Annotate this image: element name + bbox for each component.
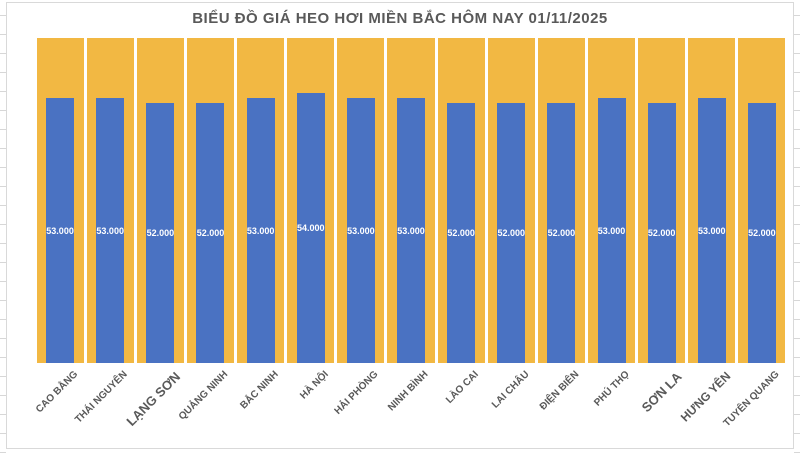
category-label: SƠN LA [638, 369, 685, 416]
bar: 52.000 [146, 103, 175, 363]
bar-value-label: 53.000 [246, 225, 275, 236]
category-label: QUẢNG NINH [176, 369, 231, 423]
bar-value-label: 53.000 [347, 225, 375, 236]
chart-title: BIỂU ĐỒ GIÁ HEO HƠI MIỀN BẮC HÔM NAY 01/… [192, 10, 608, 27]
bar: 52.000 [196, 103, 225, 363]
bar: 53.000 [46, 98, 75, 363]
bar: 53.000 [396, 98, 425, 363]
worksheet-gridlines-right [794, 0, 800, 456]
column-background: 52.000 [186, 38, 235, 363]
bar-value-label: 52.000 [447, 228, 475, 238]
bar: 52.000 [447, 103, 476, 363]
category-label: HẢI PHÒNG [332, 369, 381, 417]
category-label: NINH BÌNH [386, 369, 431, 414]
column-background: 52.000 [136, 38, 184, 363]
column-background: 53.000 [36, 38, 84, 363]
column-background: 52.000 [537, 38, 585, 363]
bar-value-label: 54.000 [296, 223, 325, 233]
category-label: LÀO CAI [444, 369, 481, 406]
bar-value-label: 53.000 [46, 225, 74, 236]
category-label: CAO BẰNG [33, 369, 80, 416]
bar-value-label: 52.000 [146, 228, 175, 238]
column-background: 52.000 [638, 38, 686, 363]
bar-value-label: 52.000 [196, 228, 225, 238]
bar-value-label: 53.000 [96, 225, 124, 236]
bar: 52.000 [647, 103, 676, 363]
worksheet-gridlines-left [0, 0, 6, 456]
bar-value-label: 52.000 [647, 228, 676, 238]
bar-value-label: 52.000 [497, 228, 526, 238]
column-background: 53.000 [387, 38, 435, 363]
column-background: 52.000 [437, 38, 485, 363]
bar-value-label: 52.000 [547, 228, 576, 238]
bar: 52.000 [747, 103, 776, 363]
column-background: 53.000 [587, 38, 636, 363]
column-background: 53.000 [688, 38, 736, 363]
bar: 53.000 [697, 98, 726, 363]
chart-area[interactable]: BIỂU ĐỒ GIÁ HEO HƠI MIỀN BẮC HÔM NAY 01/… [6, 2, 794, 449]
column-background: 53.000 [86, 38, 134, 363]
column-background: 52.000 [738, 38, 786, 363]
category-label: LAI CHÂU [489, 369, 532, 411]
category-axis-labels: CAO BẰNG THÁI NGUYÊN LẠNG SƠN QUẢNG NINH BẮC… [33, 369, 787, 450]
column-background: 53.000 [237, 38, 285, 363]
category-label: BẮC NINH [238, 369, 281, 412]
category-label: ĐIỆN BIÊN [537, 369, 582, 413]
bar: 53.000 [346, 98, 375, 363]
bar-value-label: 53.000 [698, 225, 726, 236]
bar: 53.000 [96, 98, 125, 363]
column-background: 53.000 [337, 38, 385, 363]
column-background: 54.000 [287, 38, 335, 363]
category-label: LẠNG SƠN [123, 369, 183, 429]
plot-area: 53.000 53.000 52.000 52.000 53.000 54.000 53.0… [35, 38, 787, 363]
bar-value-label: 52.000 [748, 228, 776, 238]
category-label: PHÚ THỌ [591, 369, 632, 409]
bar: 53.000 [246, 98, 275, 363]
bar: 52.000 [547, 103, 576, 363]
bar: 52.000 [497, 103, 526, 363]
bar-value-label: 53.000 [397, 225, 425, 236]
category-label: HÀ NỘI [297, 369, 331, 402]
bar: 53.000 [597, 98, 626, 363]
bar: 54.000 [296, 93, 325, 363]
bar-value-label: 53.000 [597, 225, 626, 236]
column-background: 52.000 [487, 38, 535, 363]
category-label: THÁI NGUYÊN [73, 369, 130, 426]
